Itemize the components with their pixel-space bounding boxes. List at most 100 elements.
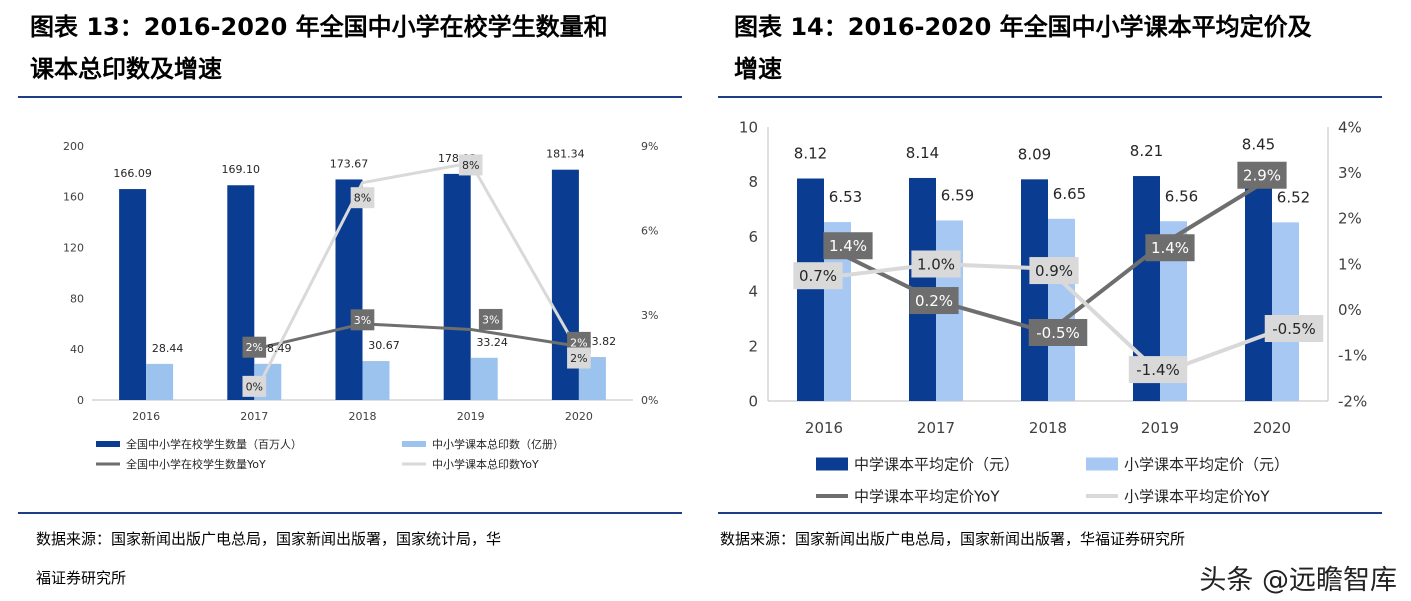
figure-13-source-line-1: 数据来源：国家新闻出版广电总局，国家新闻出版署，国家统计局，华	[36, 530, 502, 548]
yoy-label-box	[911, 250, 961, 278]
bar-data-label: 8.21	[1130, 142, 1163, 160]
bar-primary	[443, 173, 471, 400]
y-left-tick-label: 4	[748, 283, 758, 301]
yoy-data-label: -0.5%	[1272, 320, 1316, 338]
yoy-data-label: 8%	[462, 159, 479, 172]
yoy-label-box	[823, 232, 873, 260]
legend-label: 全国中小学在校学生数量（百万人）	[126, 437, 302, 451]
yoy-data-label: 2%	[570, 352, 587, 365]
y-right-tick-label: 0%	[641, 394, 658, 407]
yoy-data-label: 2%	[570, 336, 587, 349]
yoy-label-box	[793, 262, 843, 290]
figure-13-source-line-2: 福证券研究所	[36, 569, 127, 587]
yoy-label-box	[350, 187, 375, 209]
y-left-tick-label: 0	[77, 394, 84, 407]
yoy-label-box	[1145, 234, 1195, 262]
y-right-tick-label: -1%	[1338, 347, 1367, 365]
bar-data-label: 28.44	[152, 342, 184, 355]
bar-data-label: 6.65	[1053, 185, 1086, 203]
bar-data-label: 33.24	[476, 336, 508, 349]
x-category-label: 2016	[132, 410, 160, 423]
legend-label: 中学课本平均定价（元）	[854, 455, 1019, 473]
yoy-label-box	[478, 308, 503, 330]
figure-14-source-line-1: 数据来源：国家新闻出版广电总局，国家新闻出版署，华福证券研究所	[720, 530, 1186, 548]
bar-data-label: 30.67	[368, 339, 400, 352]
yoy-label-box	[567, 347, 591, 369]
bar-secondary	[362, 361, 390, 400]
bar-data-label: 166.09	[113, 167, 152, 180]
bar-data-label: 8.09	[1018, 145, 1051, 163]
figure-14-chart: 0 2 4 6 8 10 -2% -1% 0% 1% 2% 3% 4% 2016 2017 2018 2019 2…	[739, 118, 1367, 505]
y-left-tick-label: 160	[63, 191, 84, 204]
legend-label: 中小学课本总印数（亿册）	[432, 437, 564, 451]
bar-data-label: 6.52	[1277, 188, 1310, 206]
y-left-tick-label: 8	[748, 173, 758, 191]
yoy-data-label: -0.5%	[1036, 324, 1080, 342]
y-right-tick-label: 6%	[641, 225, 658, 238]
legend-label: 全国中小学在校学生数量YoY	[126, 457, 266, 471]
yoy-data-label: 2.9%	[1243, 167, 1281, 185]
yoy-label-box	[1028, 319, 1088, 346]
y-right-tick-label: -2%	[1338, 392, 1367, 410]
yoy-data-label: 1.0%	[917, 255, 955, 273]
x-category-label: 2018	[349, 410, 377, 423]
bar-data-label: 8.12	[794, 145, 827, 163]
yoy-label-box	[1029, 257, 1079, 285]
x-category-label: 2017	[917, 419, 955, 437]
bar-primary	[119, 189, 147, 400]
bar-data-label: 6.53	[829, 188, 862, 206]
y-left-tick-label: 40	[70, 343, 84, 356]
watermark-text: 头条 @远瞻智库	[1199, 565, 1397, 596]
y-right-tick-label: 3%	[641, 309, 658, 322]
yoy-label-box	[1264, 315, 1324, 342]
yoy-label-box	[1237, 161, 1287, 189]
yoy-data-label: 8%	[354, 192, 371, 205]
figure-14-top-rule	[718, 96, 1382, 98]
figure-13-bottom-rule	[18, 512, 682, 514]
yoy-label-box	[1128, 356, 1188, 384]
legend-label: 中学课本平均定价YoY	[854, 487, 1000, 505]
bar-data-label: 169.10	[222, 163, 261, 176]
bar-data-label: 8.14	[906, 144, 939, 162]
yoy-label-box	[458, 154, 483, 176]
y-left-tick-label: 200	[63, 140, 84, 153]
series-line-1	[253, 322, 580, 351]
yoy-data-label: 3%	[354, 314, 371, 327]
bar-data-label: 6.59	[941, 186, 974, 204]
yoy-data-label: 0.2%	[915, 292, 953, 310]
y-left-tick-label: 80	[70, 292, 84, 305]
x-category-label: 2016	[805, 419, 843, 437]
x-category-label: 2017	[240, 410, 268, 423]
bar-primary	[335, 179, 363, 400]
yoy-label-box	[350, 309, 375, 331]
y-right-tick-label: 1%	[1338, 255, 1362, 273]
bar-primary	[797, 178, 824, 401]
legend-swatch	[96, 441, 120, 447]
bar-primary	[227, 185, 255, 400]
legend-swatch	[1086, 457, 1118, 471]
legend-swatch	[402, 441, 426, 447]
bar-secondary	[146, 363, 174, 400]
right-figure-panel: 图表 14：2016-2020 年全国中小学课本平均定价及 增速 0 2 4 6 8 10…	[700, 0, 1411, 601]
figure-13-title-line-1: 图表 13：2016-2020 年全国中小学在校学生数量和	[30, 13, 608, 41]
bar-primary	[1021, 179, 1048, 401]
figure-13-title-line-2: 课本总印数及增速	[30, 55, 222, 83]
series-line-2	[252, 161, 581, 396]
legend-label: 小学课本平均定价YoY	[1124, 487, 1270, 505]
bar-secondary	[470, 357, 498, 400]
yoy-data-label: 2%	[246, 341, 263, 354]
figure-13-chart: 0 40 80 120 160 200 0% 3% 6% 9% 2016 2017 2018 2019 20…	[63, 140, 658, 471]
yoy-data-label: 3%	[482, 313, 499, 326]
bar-data-label: 33.82	[585, 335, 617, 348]
bar-data-label: 173.67	[330, 157, 369, 170]
left-figure-panel: 图表 13：2016-2020 年全国中小学在校学生数量和 课本总印数及增速 0…	[0, 0, 700, 601]
yoy-data-label: 1.4%	[829, 237, 867, 255]
x-category-label: 2020	[1253, 419, 1291, 437]
yoy-label-box	[242, 336, 267, 358]
figure-14-title-line-1: 图表 14：2016-2020 年全国中小学课本平均定价及	[734, 13, 1312, 41]
y-left-tick-label: 2	[748, 337, 758, 355]
legend-swatch	[816, 457, 848, 471]
y-left-tick-label: 0	[748, 392, 758, 410]
yoy-data-label: 1.4%	[1151, 239, 1189, 257]
bar-data-label: 6.56	[1165, 187, 1198, 205]
